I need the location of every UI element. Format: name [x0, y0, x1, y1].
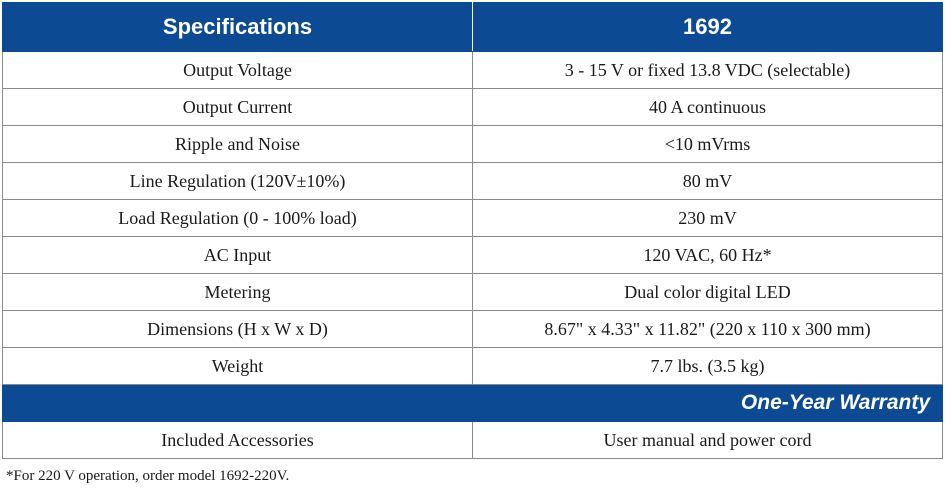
spec-label: AC Input [2, 236, 473, 274]
spec-label: Weight [2, 347, 473, 385]
accessories-value: User manual and power cord [472, 421, 943, 459]
spec-label: Metering [2, 273, 473, 311]
spec-value: Dual color digital LED [472, 273, 943, 311]
table-row: Output Current 40 A continuous [2, 88, 943, 126]
spec-label: Output Voltage [2, 51, 473, 89]
header-specifications: Specifications [2, 2, 473, 52]
table-row: Output Voltage 3 - 15 V or fixed 13.8 VD… [2, 51, 943, 89]
spec-label: Ripple and Noise [2, 125, 473, 163]
footnote: *For 220 V operation, order model 1692-2… [6, 468, 290, 484]
spec-value: 230 mV [472, 199, 943, 237]
table-row: Weight 7.7 lbs. (3.5 kg) [2, 347, 943, 385]
spec-label: Dimensions (H x W x D) [2, 310, 473, 348]
spec-value: 3 - 15 V or fixed 13.8 VDC (selectable) [472, 51, 943, 89]
spec-value: 40 A continuous [472, 88, 943, 126]
spec-value: <10 mVrms [472, 125, 943, 163]
spec-value: 120 VAC, 60 Hz* [472, 236, 943, 274]
spec-value: 80 mV [472, 162, 943, 200]
table-row: Included Accessories User manual and pow… [2, 421, 943, 459]
spec-table: Specifications 1692 Output Voltage 3 - 1… [2, 2, 943, 459]
warranty-banner: One-Year Warranty [2, 384, 943, 422]
table-row: Metering Dual color digital LED [2, 273, 943, 311]
table-row: Dimensions (H x W x D) 8.67" x 4.33" x 1… [2, 310, 943, 348]
table-row: AC Input 120 VAC, 60 Hz* [2, 236, 943, 274]
header-row: Specifications 1692 [2, 2, 943, 52]
table-row: Line Regulation (120V±10%) 80 mV [2, 162, 943, 200]
spec-label: Line Regulation (120V±10%) [2, 162, 473, 200]
spec-label: Output Current [2, 88, 473, 126]
accessories-label: Included Accessories [2, 421, 473, 459]
warranty-banner-row: One-Year Warranty [2, 384, 943, 422]
spec-value: 8.67" x 4.33" x 11.82" (220 x 110 x 300 … [472, 310, 943, 348]
spec-value: 7.7 lbs. (3.5 kg) [472, 347, 943, 385]
table-row: Ripple and Noise <10 mVrms [2, 125, 943, 163]
spec-label: Load Regulation (0 - 100% load) [2, 199, 473, 237]
header-model: 1692 [472, 2, 943, 52]
table-row: Load Regulation (0 - 100% load) 230 mV [2, 199, 943, 237]
